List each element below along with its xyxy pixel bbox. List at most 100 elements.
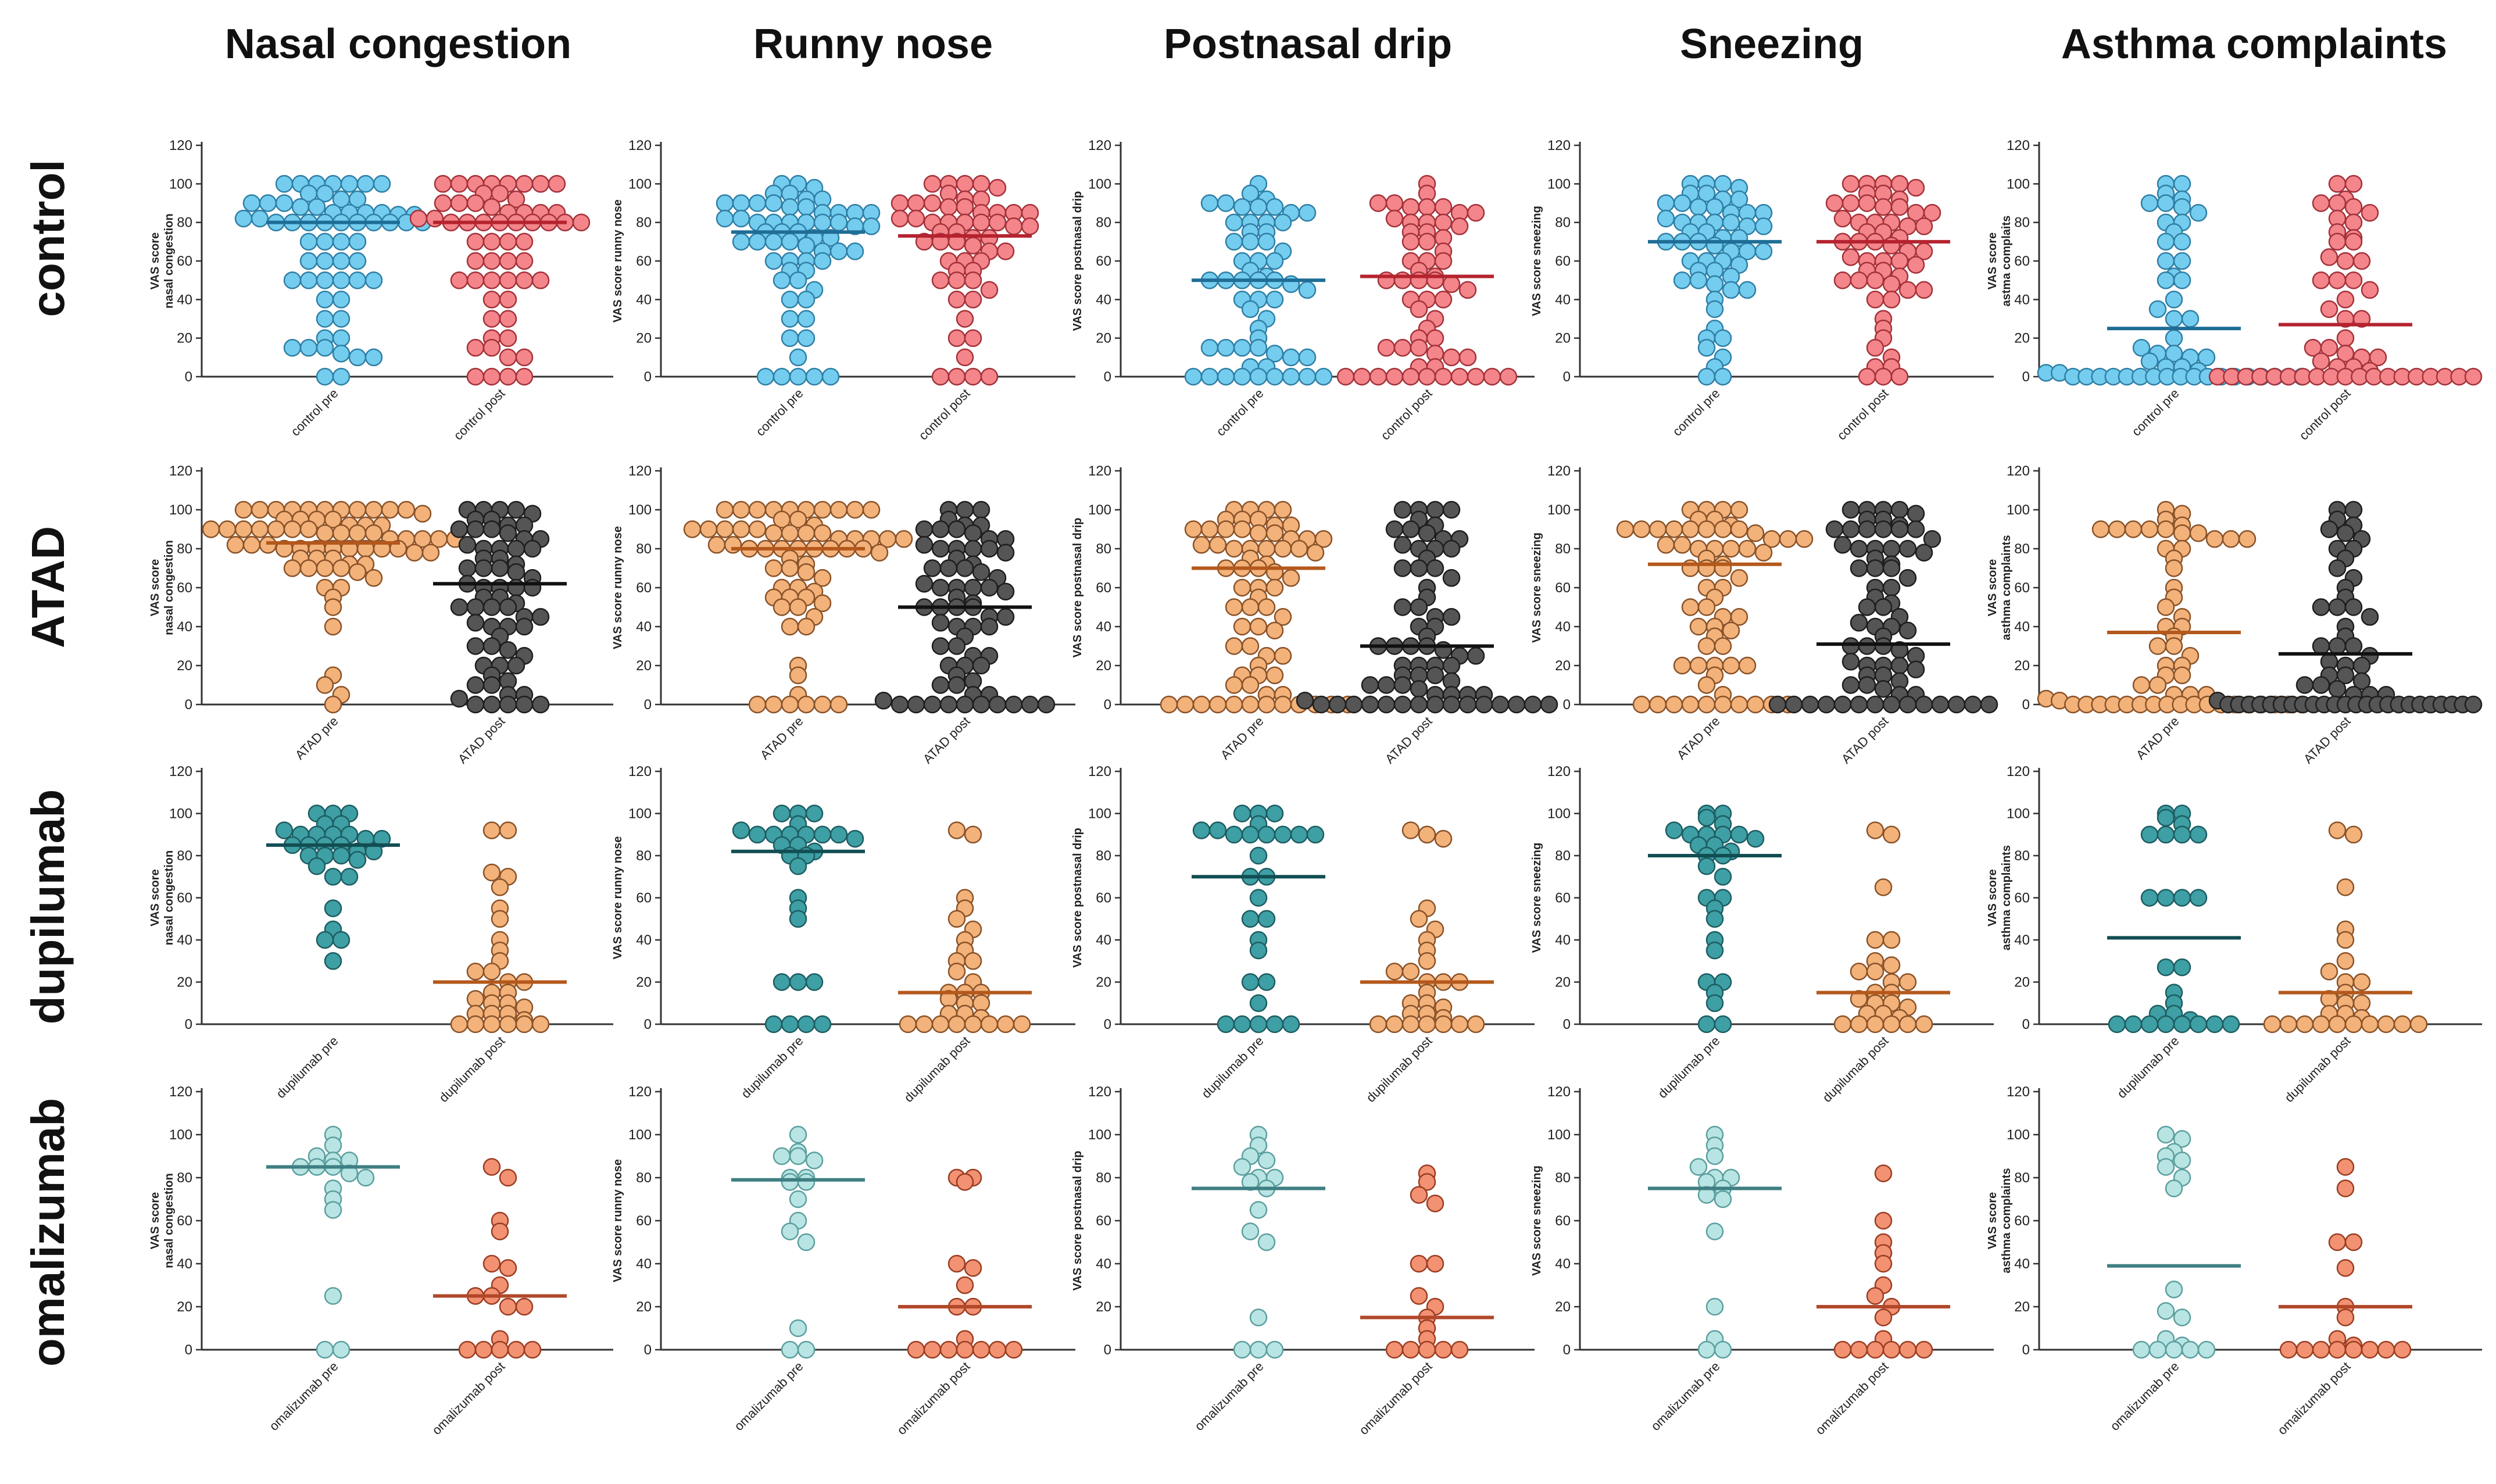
y-tick-label: 80 [177, 541, 192, 557]
y-tick-label: 0 [185, 1342, 192, 1358]
data-point [2344, 213, 2363, 231]
y-tick-label: 100 [1088, 806, 1111, 822]
series-atad-post [1296, 500, 1558, 714]
data-point [1410, 271, 1428, 289]
data-point [1841, 248, 1860, 266]
data-point [1233, 339, 1251, 357]
x-category-label: control pre [1669, 386, 1722, 439]
data-point [2328, 1015, 2347, 1034]
data-point [2157, 1125, 2175, 1144]
data-point [1467, 367, 1485, 386]
data-point [1282, 1015, 1300, 1034]
y-axis-title: VAS score postnasal drip [1071, 518, 1084, 658]
data-point [2328, 1233, 2347, 1251]
data-point [324, 1136, 342, 1154]
data-point [1754, 242, 1773, 260]
y-tick-label: 60 [2014, 1213, 2030, 1229]
data-point [1233, 617, 1251, 636]
data-point [1730, 695, 1748, 714]
data-point [1866, 1015, 1884, 1034]
data-point [1681, 695, 1700, 714]
y-tick-label: 20 [1555, 975, 1571, 990]
data-point [1225, 637, 1243, 655]
data-point [324, 899, 342, 917]
panel-control-postnasal-drip: 0 20 40 60 80 100 120 VAS score postnasal drip c… [1071, 138, 1535, 443]
data-point [1841, 175, 1860, 193]
data-point [226, 536, 245, 554]
data-point [1184, 367, 1203, 386]
data-point [1681, 520, 1700, 538]
data-point [1225, 598, 1243, 616]
data-point [1483, 367, 1501, 386]
data-point [923, 1340, 942, 1359]
x-category-label: dupilumab post [901, 1034, 972, 1105]
y-axis-title: VAS score postnasal drip [1071, 828, 1084, 968]
y-tick-label: 80 [1555, 215, 1571, 231]
x-category-label: omalizumab pre [2107, 1359, 2182, 1433]
panel-atad-nasal-congestion: 0 20 40 60 80 100 120 VAS score nasal congestion… [149, 463, 613, 766]
data-point [1697, 676, 1716, 694]
data-point [1200, 367, 1219, 386]
data-point [2173, 1130, 2191, 1148]
data-point [1418, 198, 1436, 216]
data-point [1730, 825, 1748, 844]
data-point [2328, 821, 2347, 839]
data-point [764, 233, 783, 251]
data-point [1738, 539, 1757, 558]
data-point [499, 271, 517, 289]
data-point [1393, 559, 1412, 577]
data-point [748, 194, 767, 212]
y-tick-label: 120 [628, 1084, 652, 1100]
data-point [515, 252, 534, 270]
data-point [1004, 1340, 1023, 1359]
column-title-runny-nose: Runny nose [753, 21, 993, 67]
data-point [1898, 1340, 1917, 1359]
data-point [1705, 1222, 1724, 1240]
y-tick-label: 80 [1096, 848, 1111, 864]
series-atad-post [433, 500, 567, 714]
data-point [1850, 539, 1868, 558]
data-point [2140, 520, 2159, 538]
data-point [242, 536, 261, 554]
data-point [1298, 367, 1317, 386]
y-tick-label: 40 [1096, 292, 1111, 307]
data-point [813, 1015, 832, 1034]
data-point [907, 1340, 925, 1359]
data-point [2361, 1340, 2379, 1359]
data-point [813, 252, 832, 270]
data-point [947, 520, 966, 538]
data-point [324, 695, 342, 714]
data-point [1200, 520, 1219, 538]
data-point [316, 271, 334, 289]
y-tick-label: 40 [2014, 932, 2030, 948]
data-point [2328, 637, 2347, 655]
y-tick-label: 120 [1088, 764, 1111, 779]
data-point [2312, 194, 2330, 212]
y-axis-title: VAS score sneezing [1531, 206, 1543, 316]
data-point [939, 1340, 958, 1359]
data-point [1257, 825, 1276, 844]
data-point [1410, 910, 1428, 928]
data-point [972, 563, 990, 581]
data-point [2344, 598, 2363, 616]
data-point [499, 695, 517, 714]
data-point [988, 1340, 1007, 1359]
data-point [1401, 821, 1420, 839]
data-point [789, 1147, 807, 1165]
data-point [2393, 1340, 2412, 1359]
data-point [1274, 539, 1292, 558]
data-point [1369, 194, 1388, 212]
data-point [299, 559, 318, 577]
data-point [1361, 695, 1379, 714]
data-point [1882, 559, 1901, 577]
data-point [251, 500, 269, 519]
x-category-label: dupilumab pre [273, 1034, 341, 1101]
data-point [1697, 857, 1716, 875]
data-point [482, 198, 501, 216]
data-point [1833, 536, 1852, 554]
data-point [1249, 941, 1268, 960]
panel-atad-runny-nose: 0 20 40 60 80 100 120 VAS score runny nose ATAD … [612, 463, 1075, 766]
x-category-label: dupilumab post [2282, 1034, 2353, 1105]
data-point [931, 367, 950, 386]
